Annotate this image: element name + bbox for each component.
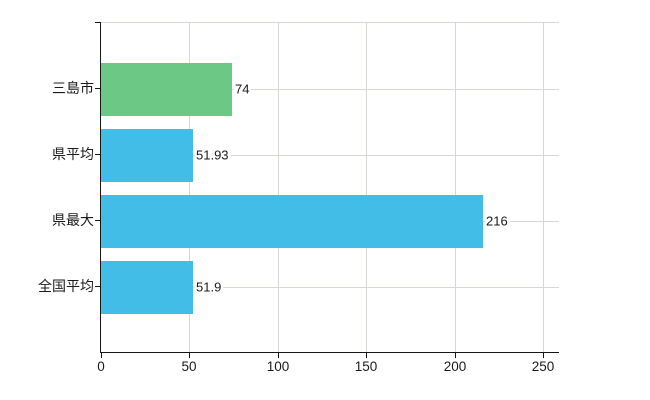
x-tick-label: 150 (354, 359, 378, 374)
bar (101, 261, 193, 314)
x-axis-line (100, 352, 559, 353)
x-tick-label: 0 (97, 359, 105, 374)
x-axis-tick (101, 353, 102, 358)
x-axis-tick (543, 353, 544, 358)
gridline-vertical (189, 23, 190, 352)
y-axis-line (100, 22, 101, 353)
value-label: 216 (485, 213, 510, 229)
category-label: 三島市 (52, 80, 94, 96)
value-label: 74 (234, 81, 252, 97)
bar (101, 195, 483, 248)
x-axis-tick (455, 353, 456, 358)
value-label: 51.93 (195, 147, 231, 163)
x-tick-label: 100 (266, 359, 290, 374)
category-label: 県平均 (52, 146, 94, 162)
gridline-vertical (543, 23, 544, 352)
x-axis-tick (278, 353, 279, 358)
y-axis-tick (95, 88, 101, 89)
gridline-horizontal (101, 155, 559, 156)
x-axis-tick (366, 353, 367, 358)
bar (101, 129, 193, 182)
category-label: 全国平均 (38, 278, 94, 294)
gridline-vertical (278, 23, 279, 352)
gridline-vertical (455, 23, 456, 352)
y-axis-tick (95, 220, 101, 221)
x-tick-label: 250 (531, 359, 555, 374)
x-tick-label: 50 (181, 359, 197, 374)
x-tick-label: 200 (443, 359, 467, 374)
gridline-vertical (366, 23, 367, 352)
category-label: 県最大 (52, 212, 94, 228)
gridline-horizontal (101, 89, 559, 90)
plot-area: 74 51.93 216 51.9 (101, 22, 559, 352)
bar (101, 63, 232, 116)
value-label: 51.9 (195, 279, 224, 295)
y-axis-tick (95, 286, 101, 287)
gridline-horizontal (101, 287, 559, 288)
y-axis-tick (95, 154, 101, 155)
x-axis-tick (189, 353, 190, 358)
y-axis-tick (95, 22, 101, 23)
